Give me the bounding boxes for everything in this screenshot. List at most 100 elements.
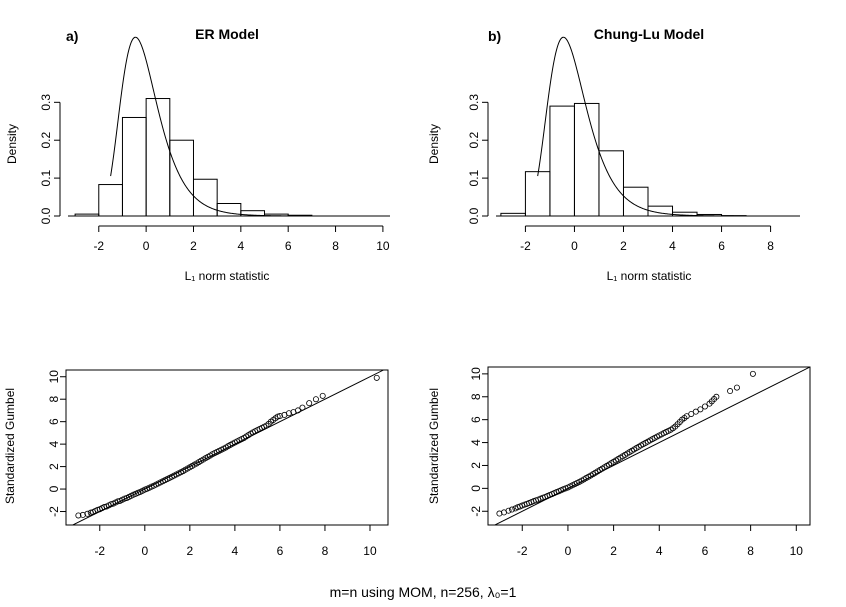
qq-point	[84, 510, 91, 517]
panel-chunglu-qq: Standardized Gumbel -2 0 2 4 6 8 10 -2 0 2 4 6 8 10	[427, 366, 811, 558]
qq-point	[285, 410, 292, 417]
y-tick-label: 2	[469, 462, 483, 469]
chart-title-chunglu: Chung-Lu Model	[594, 26, 704, 42]
plot-area-chunglu-qq: -2 0 2 4 6 8 10 -2 0 2 4 6 8 10	[469, 366, 811, 558]
y-tick-label: 6	[469, 416, 483, 423]
panel-er-qq: Standardized Gumbel -2 0 2 4 6 8 10 -2 0 2 4 6 8 10	[3, 369, 389, 558]
qq-point	[692, 408, 699, 415]
plot-area-er-histogram: 0.0 0.1 0.2 0.3 -2 0 2 4 6 8 10	[39, 36, 390, 253]
y-tick-label: 0.2	[39, 132, 53, 149]
y-tick-label: 10	[469, 367, 483, 381]
y-tick-label: 0.3	[467, 94, 481, 111]
histogram-bar	[98, 184, 123, 217]
x-tick-label: 4	[232, 544, 239, 558]
y-tick-label: 10	[47, 370, 61, 384]
qq-point	[319, 392, 326, 399]
x-tick-label: -2	[93, 239, 104, 253]
qq-point	[299, 404, 306, 411]
qq-point	[75, 512, 82, 519]
qq-point	[312, 396, 319, 403]
histogram-bar	[145, 98, 171, 217]
qq-point	[713, 393, 720, 400]
chart-title-er: ER Model	[195, 26, 259, 42]
qq-point	[294, 407, 301, 414]
x-tick-label: 8	[332, 239, 339, 253]
y-tick-label: 0.0	[39, 207, 53, 224]
y-tick-label: 8	[47, 396, 61, 403]
x-tick-label: -2	[517, 544, 528, 558]
y-tick-label: 4	[47, 440, 61, 447]
x-tick-label: 4	[656, 544, 663, 558]
y-tick-label: 4	[469, 439, 483, 446]
qq-point	[496, 510, 503, 517]
y-tick-label: 0.2	[467, 132, 481, 149]
qq-point	[749, 370, 756, 377]
x-tick-label: 2	[190, 239, 197, 253]
y-tick-label: 0.1	[467, 169, 481, 186]
plot-frame	[487, 366, 811, 526]
density-curve	[537, 36, 771, 217]
y-axis-label-er: Density	[5, 124, 19, 164]
x-axis-label-chunglu: L₁ norm statistic	[607, 269, 692, 283]
x-tick-label: 8	[767, 239, 774, 253]
y-tick-label: 6	[47, 418, 61, 425]
x-tick-label: 8	[322, 544, 329, 558]
qq-point	[306, 400, 313, 407]
panel-chunglu-histogram: b) Chung-Lu Model L₁ norm statistic Dens…	[427, 26, 800, 283]
x-tick-label: 2	[620, 239, 627, 253]
histogram-bar	[169, 139, 194, 217]
y-tick-label: 0.1	[39, 169, 53, 186]
x-tick-label: 10	[376, 239, 390, 253]
histogram-bar	[524, 171, 551, 217]
x-tick-label: 6	[718, 239, 725, 253]
density-curve	[110, 36, 336, 217]
x-tick-label: 10	[790, 544, 804, 558]
figure-caption: m=n using MOM, n=256, λ₀=1	[330, 584, 517, 600]
y-tick-label: 8	[469, 393, 483, 400]
y-tick-label: 0.0	[467, 207, 481, 224]
reference-line	[71, 370, 385, 525]
x-tick-label: -2	[94, 544, 105, 558]
histogram-bar	[549, 105, 575, 217]
x-axis-label-er: L₁ norm statistic	[185, 269, 270, 283]
qq-point	[373, 374, 380, 381]
qq-point	[683, 413, 690, 420]
plot-area-er-qq: -2 0 2 4 6 8 10 -2 0 2 4 6 8 10	[47, 369, 389, 558]
y-tick-label: 0	[469, 485, 483, 492]
y-tick-label: 0	[47, 485, 61, 492]
y-axis-label-chunglu: Density	[427, 124, 441, 164]
qq-point	[505, 507, 512, 514]
x-tick-label: 2	[610, 544, 617, 558]
panel-er-histogram: a) ER Model L₁ norm statistic Density 0.…	[5, 26, 390, 283]
y-tick-label: -2	[469, 506, 483, 517]
histogram-bar	[573, 102, 600, 217]
qq-point	[276, 413, 283, 420]
x-tick-label: 10	[363, 544, 377, 558]
qq-point	[727, 388, 734, 395]
x-tick-label: 6	[285, 239, 292, 253]
y-tick-label: 0.3	[39, 94, 53, 111]
x-tick-label: 4	[669, 239, 676, 253]
qq-point	[688, 410, 695, 417]
histogram-bar	[192, 178, 218, 217]
qq-point	[701, 403, 708, 410]
x-tick-label: 6	[702, 544, 709, 558]
qq-point	[697, 406, 704, 413]
x-tick-label: 0	[143, 239, 150, 253]
panel-label-a: a)	[66, 28, 78, 44]
x-tick-label: 8	[747, 544, 754, 558]
y-tick-label: -2	[47, 506, 61, 517]
qq-point	[508, 506, 515, 513]
x-tick-label: -2	[520, 239, 531, 253]
x-tick-label: 6	[277, 544, 284, 558]
x-tick-label: 2	[187, 544, 194, 558]
panel-label-b: b)	[488, 28, 501, 44]
qq-point	[733, 384, 740, 391]
x-tick-label: 0	[571, 239, 578, 253]
y-axis-label-chunglu-qq: Standardized Gumbel	[427, 388, 441, 504]
plot-frame	[65, 369, 389, 526]
reference-line	[493, 367, 810, 525]
qq-point	[79, 511, 86, 518]
x-tick-label: 4	[237, 239, 244, 253]
